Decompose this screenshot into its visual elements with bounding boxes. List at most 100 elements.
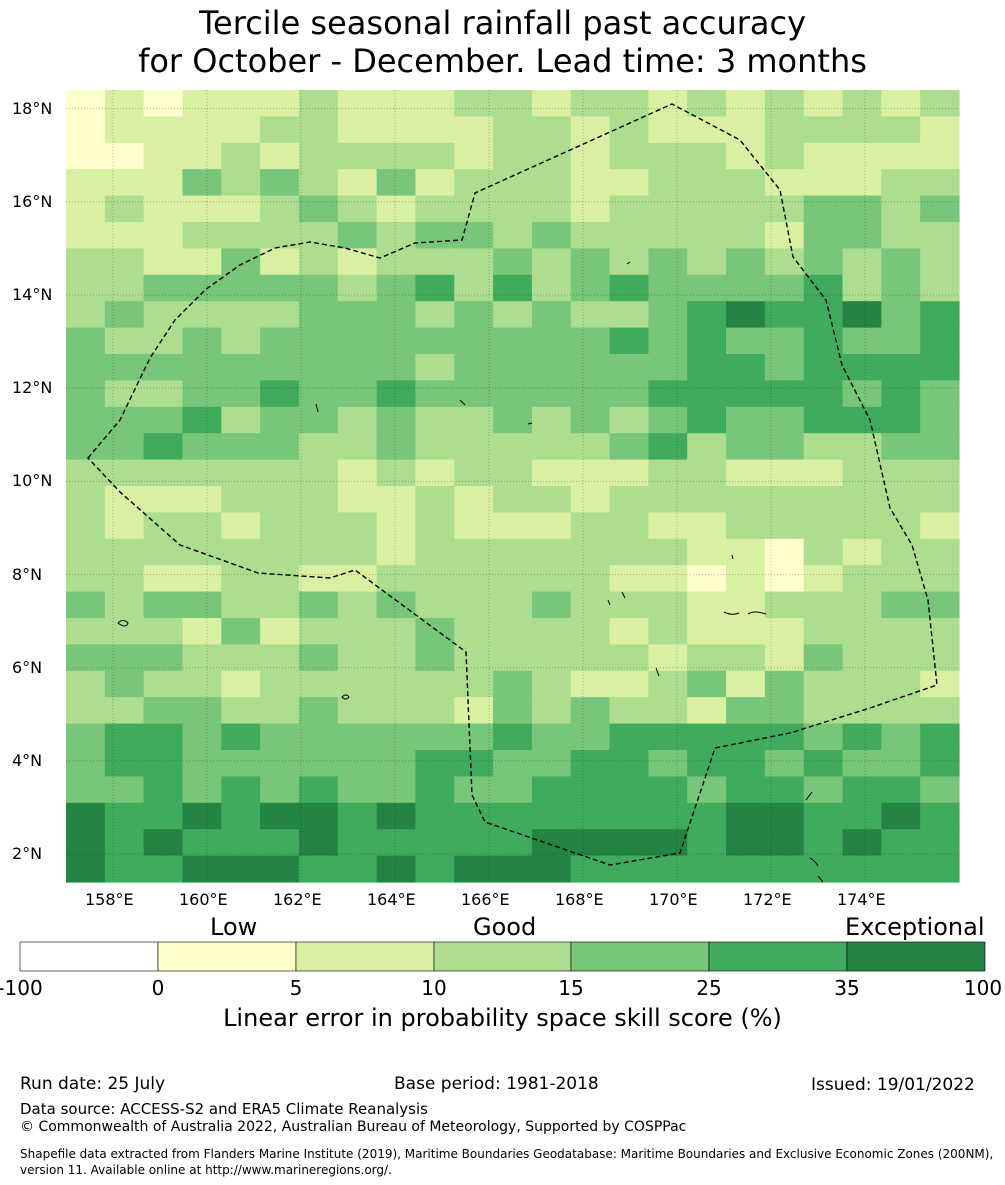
skill-cell — [493, 406, 533, 434]
skill-cell — [104, 802, 145, 830]
skill-cell — [920, 750, 960, 777]
skill-cell — [415, 670, 455, 698]
skill-cell — [143, 90, 184, 117]
skill-cell — [298, 618, 339, 645]
skill-cell — [376, 565, 417, 593]
skill-cell — [260, 142, 300, 170]
skill-cell — [803, 380, 844, 408]
skill-cell — [881, 142, 921, 170]
skill-cell — [66, 618, 106, 645]
skill-cell — [298, 538, 339, 566]
skill-cell — [609, 406, 649, 434]
skill-cell — [687, 855, 727, 883]
skill-cell — [648, 459, 688, 487]
skill-cell — [764, 512, 805, 540]
skill-cell — [376, 591, 417, 619]
skill-cell — [726, 354, 766, 381]
skill-cell — [143, 195, 184, 223]
skill-cell — [687, 248, 727, 276]
skill-cell — [687, 142, 727, 170]
skill-cell — [842, 169, 882, 197]
skill-cell — [803, 169, 844, 197]
skill-cell — [376, 274, 417, 302]
skill-cell — [221, 538, 261, 566]
colorbar-tick: 35 — [834, 976, 860, 1000]
skill-cell — [803, 670, 844, 698]
skill-cell — [726, 248, 766, 276]
skill-cell — [803, 459, 844, 487]
skill-cell — [337, 538, 378, 566]
skill-cell — [920, 670, 960, 698]
skill-cell — [376, 459, 417, 487]
skill-cell — [648, 723, 688, 751]
skill-cell — [493, 486, 533, 513]
skill-cell — [493, 750, 533, 777]
skill-cell — [66, 723, 106, 751]
skill-cell — [881, 670, 921, 698]
skill-cell — [881, 776, 921, 804]
colorbar-swatch — [433, 941, 572, 972]
skill-cell — [920, 829, 960, 857]
skill-cell — [221, 618, 261, 645]
skill-cell — [143, 301, 184, 329]
skill-cell — [337, 565, 378, 593]
skill-cell — [66, 169, 106, 197]
skill-cell — [803, 565, 844, 593]
skill-cell — [609, 618, 649, 645]
colorbar-swatch — [708, 941, 848, 972]
skill-cell — [881, 327, 921, 355]
skill-cell — [221, 750, 261, 777]
skill-cell — [726, 116, 766, 144]
skill-cell — [726, 723, 766, 751]
skill-cell — [531, 142, 572, 170]
skill-cell — [842, 380, 882, 408]
skill-cell — [648, 90, 688, 117]
skill-cell — [143, 116, 184, 144]
skill-cell — [298, 406, 339, 434]
skill-cell — [687, 776, 727, 804]
skill-cell — [881, 301, 921, 329]
skill-cell — [609, 142, 649, 170]
skill-cell — [726, 406, 766, 434]
skill-cell — [920, 380, 960, 408]
skill-cell — [803, 750, 844, 777]
skill-cell — [66, 855, 106, 883]
skill-cell — [298, 512, 339, 540]
longitude-label: 164°E — [367, 890, 416, 909]
skill-cell — [609, 829, 649, 857]
skill-cell — [531, 90, 572, 117]
skill-cell — [260, 512, 300, 540]
skill-cell — [648, 433, 688, 461]
skill-cell — [531, 644, 572, 672]
skill-cell — [570, 116, 611, 144]
skill-cell — [454, 750, 494, 777]
skill-cell — [376, 776, 417, 804]
skill-cell — [415, 433, 455, 461]
skill-cell — [104, 723, 145, 751]
skill-cell — [570, 512, 611, 540]
skill-cell — [104, 195, 145, 223]
skill-cell — [726, 195, 766, 223]
skill-cell — [143, 354, 184, 381]
skill-cell — [764, 354, 805, 381]
skill-cell — [143, 169, 184, 197]
skill-cell — [415, 697, 455, 725]
skill-cell — [920, 697, 960, 725]
latitude-label: 14°N — [12, 284, 53, 304]
longitude-label: 172°E — [743, 890, 792, 909]
longitude-label: 158°E — [85, 890, 134, 909]
skill-cell — [454, 591, 494, 619]
colorbar-tick: -100 — [0, 976, 43, 1000]
skill-cell — [298, 723, 339, 751]
skill-cell — [182, 380, 222, 408]
skill-cell — [570, 169, 611, 197]
skill-cell — [881, 380, 921, 408]
skill-cell — [842, 670, 882, 698]
skill-cell — [570, 301, 611, 329]
skill-cell — [881, 248, 921, 276]
skill-cell — [337, 776, 378, 804]
skill-cell — [920, 327, 960, 355]
skill-cell — [454, 565, 494, 593]
skill-cell — [143, 565, 184, 593]
skill-cell — [221, 116, 261, 144]
